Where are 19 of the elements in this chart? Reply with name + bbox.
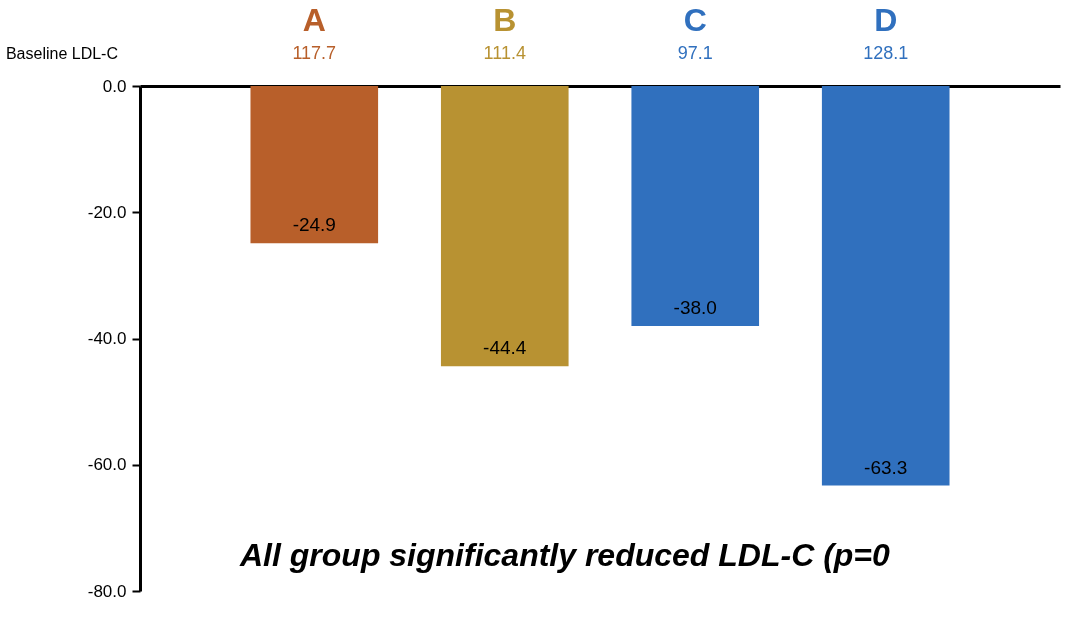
data-label: -24.9 [292,214,336,236]
data-label: -38.0 [673,296,717,318]
data-label: -63.3 [864,456,908,478]
x-tick-label: D [874,2,898,38]
x-tick-label: C [683,2,707,38]
text: 128.1 [863,43,909,63]
annotation: All group significantly reduced LDL-C (p=0 [239,537,891,573]
text: Baseline LDL-C [5,45,118,62]
y-tick-label: -80.0 [87,581,127,601]
x-tick-label: A [302,2,326,38]
text: 117.7 [292,43,337,63]
y-tick-label: -60.0 [87,455,127,475]
y-tick-label: 0.0 [102,76,127,96]
text: 97.1 [677,43,713,63]
data-label: -44.4 [483,337,527,359]
text: 111.4 [483,43,526,63]
y-tick-label: -40.0 [87,329,127,348]
y-tick-label: -20.0 [87,202,127,222]
x-tick-label: B [493,2,517,38]
